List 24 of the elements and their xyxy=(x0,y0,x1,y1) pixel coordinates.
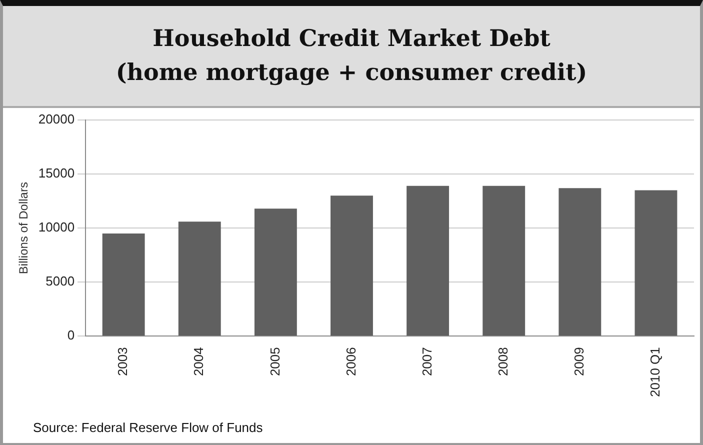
x-tick-label: 2003 xyxy=(115,347,130,376)
y-tick-label: 20000 xyxy=(38,112,75,127)
bar xyxy=(102,233,145,336)
x-tick-label: 2007 xyxy=(419,347,434,376)
y-axis-title: Billions of Dollars xyxy=(16,182,31,274)
chart-title: Household Credit Market Debt (home mortgage + consumer credit) xyxy=(3,6,700,108)
y-tick-label: 5000 xyxy=(46,274,75,289)
x-tick-label: 2006 xyxy=(343,347,358,376)
y-tick-label: 15000 xyxy=(38,166,75,181)
y-tick-label: 10000 xyxy=(38,220,75,235)
y-tick-label: 0 xyxy=(67,328,75,343)
x-tick-label: 2005 xyxy=(267,347,282,376)
bar xyxy=(330,196,373,336)
source-note: Source: Federal Reserve Flow of Funds xyxy=(33,420,263,435)
x-tick-label: 2010 Q1 xyxy=(648,347,663,397)
x-tick-label: 2009 xyxy=(571,347,586,376)
bar xyxy=(558,188,602,336)
bar xyxy=(406,186,450,336)
bar xyxy=(254,208,297,336)
bar xyxy=(634,190,678,336)
x-tick-label: 2008 xyxy=(495,347,510,376)
x-tick-label: 2004 xyxy=(191,347,206,376)
bar xyxy=(178,222,221,336)
bar xyxy=(482,186,526,336)
